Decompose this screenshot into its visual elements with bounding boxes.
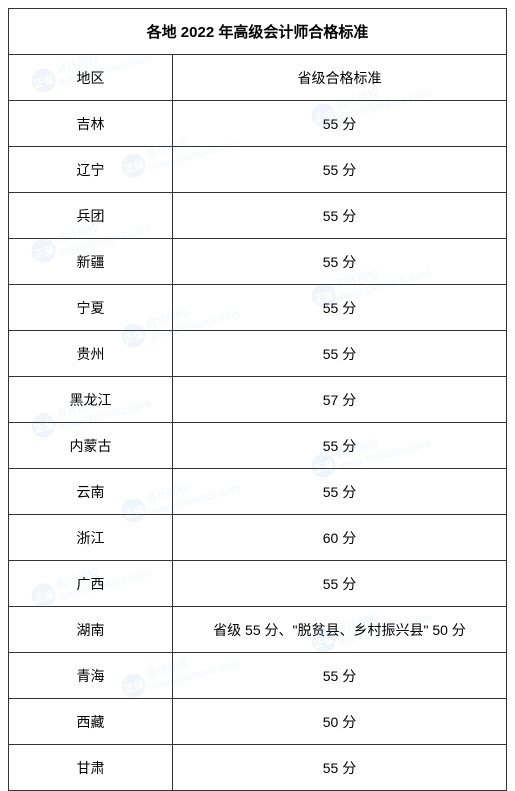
cell-standard: 省级 55 分、"脱贫县、乡村振兴县" 50 分 bbox=[173, 607, 506, 652]
cell-region: 云南 bbox=[9, 469, 173, 514]
cell-region: 新疆 bbox=[9, 239, 173, 284]
table-row: 辽宁55 分 bbox=[9, 147, 506, 193]
cell-region: 甘肃 bbox=[9, 745, 173, 790]
cell-region: 内蒙古 bbox=[9, 423, 173, 468]
table-header-row: 地区 省级合格标准 bbox=[9, 55, 506, 101]
cell-standard: 55 分 bbox=[173, 561, 506, 606]
table-row: 内蒙古55 分 bbox=[9, 423, 506, 469]
cell-standard: 55 分 bbox=[173, 285, 506, 330]
table-row: 黑龙江57 分 bbox=[9, 377, 506, 423]
table-row: 西藏50 分 bbox=[9, 699, 506, 745]
table-row: 湖南省级 55 分、"脱贫县、乡村振兴县" 50 分 bbox=[9, 607, 506, 653]
cell-standard: 55 分 bbox=[173, 101, 506, 146]
cell-region: 兵团 bbox=[9, 193, 173, 238]
table-row: 青海55 分 bbox=[9, 653, 506, 699]
cell-standard: 55 分 bbox=[173, 653, 506, 698]
table-row: 吉林55 分 bbox=[9, 101, 506, 147]
cell-region: 广西 bbox=[9, 561, 173, 606]
header-standard: 省级合格标准 bbox=[173, 55, 506, 100]
cell-region: 宁夏 bbox=[9, 285, 173, 330]
table-row: 贵州55 分 bbox=[9, 331, 506, 377]
table-row: 宁夏55 分 bbox=[9, 285, 506, 331]
header-region: 地区 bbox=[9, 55, 173, 100]
cell-standard: 55 分 bbox=[173, 239, 506, 284]
table-row: 广西55 分 bbox=[9, 561, 506, 607]
cell-standard: 60 分 bbox=[173, 515, 506, 560]
table-row: 云南55 分 bbox=[9, 469, 506, 515]
cell-standard: 55 分 bbox=[173, 193, 506, 238]
cell-region: 黑龙江 bbox=[9, 377, 173, 422]
cell-standard: 55 分 bbox=[173, 331, 506, 376]
table-row: 甘肃55 分 bbox=[9, 745, 506, 790]
cell-standard: 55 分 bbox=[173, 147, 506, 192]
cell-standard: 55 分 bbox=[173, 469, 506, 514]
table-row: 兵团55 分 bbox=[9, 193, 506, 239]
table-row: 浙江60 分 bbox=[9, 515, 506, 561]
cell-region: 湖南 bbox=[9, 607, 173, 652]
cell-region: 青海 bbox=[9, 653, 173, 698]
cell-standard: 50 分 bbox=[173, 699, 506, 744]
cell-region: 贵州 bbox=[9, 331, 173, 376]
cell-region: 吉林 bbox=[9, 101, 173, 146]
cell-standard: 55 分 bbox=[173, 423, 506, 468]
cell-standard: 55 分 bbox=[173, 745, 506, 790]
table-title: 各地 2022 年高级会计师合格标准 bbox=[9, 9, 506, 55]
cell-region: 辽宁 bbox=[9, 147, 173, 192]
cell-standard: 57 分 bbox=[173, 377, 506, 422]
standards-table: 各地 2022 年高级会计师合格标准 地区 省级合格标准 吉林55 分辽宁55 … bbox=[8, 8, 507, 791]
table-row: 新疆55 分 bbox=[9, 239, 506, 285]
cell-region: 西藏 bbox=[9, 699, 173, 744]
cell-region: 浙江 bbox=[9, 515, 173, 560]
